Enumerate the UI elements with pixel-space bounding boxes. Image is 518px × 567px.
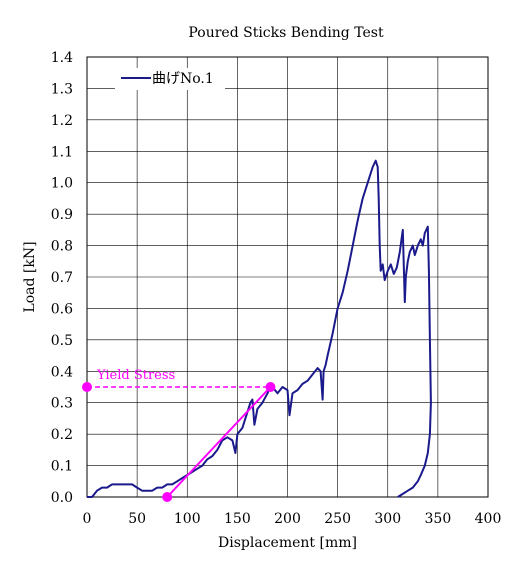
x-tick-label: 0 xyxy=(83,511,92,527)
x-tick-label: 300 xyxy=(374,511,401,527)
x-tick-label: 100 xyxy=(174,511,201,527)
legend-box xyxy=(115,68,225,90)
y-tick-label: 0.1 xyxy=(51,459,73,475)
y-axis-label: Load [kN] xyxy=(22,241,38,312)
y-tick-label: 1.0 xyxy=(51,176,73,192)
grid xyxy=(86,56,489,498)
y-tick-label: 0.3 xyxy=(51,396,73,412)
y-tick-label: 1.4 xyxy=(51,50,73,66)
y-tick-label: 0.4 xyxy=(51,364,73,380)
series-line xyxy=(87,159,432,498)
x-tick-label: 200 xyxy=(274,511,301,527)
yield-marker xyxy=(265,382,276,392)
y-tick-label: 0.6 xyxy=(51,301,73,317)
y-tick-label: 1.2 xyxy=(51,113,73,129)
y-tick-label: 0.0 xyxy=(51,490,73,506)
x-tick-label: 50 xyxy=(128,511,146,527)
series-layer xyxy=(87,159,432,498)
y-tick-label: 0.9 xyxy=(51,207,73,223)
annotation-layer: Yield Stress xyxy=(82,368,276,502)
y-tick-label: 1.3 xyxy=(51,81,73,97)
plot-frame xyxy=(86,56,489,498)
yield-marker xyxy=(162,492,173,502)
y-tick-label: 0.8 xyxy=(51,239,73,255)
y-tick-label: 0.7 xyxy=(51,270,73,286)
y-tick-labels: 0.0 0.1 0.2 0.3 0.4 0.5 0.6 0.7 0.8 0.9 1.0 1.1 1.2 1… xyxy=(51,50,73,506)
x-tick-label: 400 xyxy=(475,511,502,527)
yield-marker xyxy=(82,382,92,392)
y-tick-label: 1.1 xyxy=(51,144,73,160)
x-tick-label: 250 xyxy=(324,511,351,527)
x-axis-label: Displacement [mm] xyxy=(218,535,357,551)
x-tick-label: 350 xyxy=(425,511,452,527)
yield-slope-line xyxy=(166,386,272,498)
x-tick-label: 150 xyxy=(224,511,251,527)
legend: 曲げNo.1 xyxy=(115,68,225,90)
chart-title: Poured Sticks Bending Test xyxy=(188,25,384,41)
yield-stress-label: Yield Stress xyxy=(96,368,175,383)
legend-label: 曲げNo.1 xyxy=(152,71,214,87)
y-tick-label: 0.5 xyxy=(51,333,73,349)
y-tick-label: 0.2 xyxy=(51,427,73,443)
x-tick-labels: 0 50 100 150 200 250 300 350 400 xyxy=(83,511,502,527)
